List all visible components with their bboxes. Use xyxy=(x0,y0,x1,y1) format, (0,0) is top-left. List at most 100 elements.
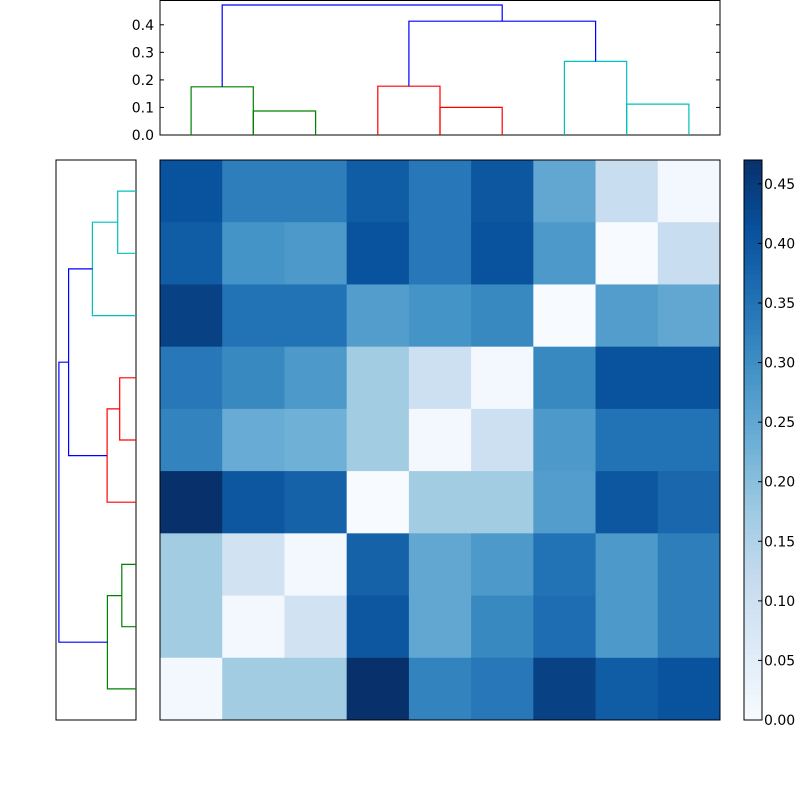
colorbar-segment-64 xyxy=(744,480,762,486)
colorbar-segment-45 xyxy=(744,385,762,391)
colorbar-segment-92 xyxy=(744,620,762,626)
top-dendrogram-link-2 xyxy=(377,85,441,135)
heatmap-cell-r3-c5 xyxy=(471,346,534,410)
heatmap-cell-r7-c3 xyxy=(346,595,410,659)
colorbar-segment-103 xyxy=(744,675,762,681)
colorbar-frame xyxy=(743,159,763,721)
heatmap-cell-r0-c4 xyxy=(408,160,472,223)
top-dendrogram-ytick-label-0: 0.0 xyxy=(132,128,154,144)
colorbar-segment-102 xyxy=(744,670,762,676)
colorbar-segment-31 xyxy=(744,315,762,321)
colorbar-segment-98 xyxy=(744,650,762,656)
colorbar-segment-61 xyxy=(744,465,762,471)
colorbar-segment-38 xyxy=(744,350,762,356)
colorbar-tick-label-1: 0.05 xyxy=(764,653,795,669)
colorbar-segment-13 xyxy=(744,225,762,231)
top-dendrogram-ytick-label-1: 0.1 xyxy=(132,100,154,116)
heatmap-cell-r6-c8 xyxy=(657,533,721,597)
colorbar-segment-43 xyxy=(744,375,762,381)
heatmap-cell-r6-c1 xyxy=(222,533,285,597)
colorbar-segment-20 xyxy=(744,260,762,266)
colorbar-segment-3 xyxy=(744,175,762,181)
top-dendrogram-link-4 xyxy=(563,60,628,135)
colorbar-segment-30 xyxy=(744,310,762,316)
colorbar-segment-68 xyxy=(744,500,762,506)
heatmap-cell-r5-c6 xyxy=(533,471,597,534)
colorbar-segment-76 xyxy=(744,540,762,546)
colorbar-segment-9 xyxy=(744,205,762,211)
colorbar-segment-86 xyxy=(744,590,762,596)
colorbar-segment-62 xyxy=(744,470,762,476)
colorbar-segment-66 xyxy=(744,490,762,496)
heatmap-cell-r8-c7 xyxy=(595,657,659,721)
colorbar-segment-58 xyxy=(744,450,762,456)
top-dendrogram-ytick-label-3: 0.3 xyxy=(132,45,154,61)
heatmap-cell-r7-c6 xyxy=(533,595,597,659)
heatmap-cell-r6-c4 xyxy=(408,533,472,597)
heatmap-cell-r4-c4 xyxy=(408,408,472,472)
heatmap-cell-r0-c0 xyxy=(160,160,223,223)
heatmap-cell-r2-c4 xyxy=(408,284,472,348)
colorbar-segment-104 xyxy=(744,680,762,686)
top-dendrogram-link-1 xyxy=(252,110,317,135)
heatmap-cell-r1-c1 xyxy=(222,222,285,285)
colorbar-segment-1 xyxy=(744,165,762,171)
colorbar-segment-111 xyxy=(744,715,762,721)
heatmap-cell-r3-c6 xyxy=(533,346,597,410)
heatmap-cell-r0-c1 xyxy=(222,160,285,223)
heatmap-cell-r2-c7 xyxy=(595,284,659,348)
distance-heatmap xyxy=(159,159,721,721)
top-dendrogram-link-6 xyxy=(408,20,597,87)
colorbar-segment-90 xyxy=(744,610,762,616)
colorbar-segment-2 xyxy=(744,170,762,176)
colorbar-segment-44 xyxy=(744,380,762,386)
colorbar-segment-35 xyxy=(744,335,762,341)
heatmap-cell-r1-c0 xyxy=(160,222,223,285)
colorbar-tick-label-7: 0.35 xyxy=(764,296,795,312)
colorbar-segment-75 xyxy=(744,535,762,541)
heatmap-cell-r6-c5 xyxy=(471,533,534,597)
colorbar-segment-83 xyxy=(744,575,762,581)
colorbar-segment-107 xyxy=(744,695,762,701)
heatmap-cell-r3-c2 xyxy=(284,346,348,410)
colorbar-segment-11 xyxy=(744,215,762,221)
colorbar-segment-34 xyxy=(744,330,762,336)
heatmap-cell-r8-c5 xyxy=(471,657,534,721)
heatmap-cell-r1-c5 xyxy=(471,222,534,285)
colorbar-segment-79 xyxy=(744,555,762,561)
heatmap-cell-r5-c1 xyxy=(222,471,285,534)
heatmap-cell-r4-c6 xyxy=(533,408,597,472)
heatmap-cell-r5-c7 xyxy=(595,471,659,534)
colorbar-segment-27 xyxy=(744,295,762,301)
left-dendrogram-link-0 xyxy=(117,190,136,254)
top-dendrogram-link-7 xyxy=(221,4,503,87)
colorbar-segment-72 xyxy=(744,520,762,526)
colorbar-segment-88 xyxy=(744,600,762,606)
heatmap-cell-r0-c2 xyxy=(284,160,348,223)
heatmap-cell-r4-c0 xyxy=(160,408,223,472)
colorbar-segment-65 xyxy=(744,485,762,491)
colorbar-segment-10 xyxy=(744,210,762,216)
colorbar-segment-42 xyxy=(744,370,762,376)
colorbar-segment-84 xyxy=(744,580,762,586)
top-dendrogram: 0.0 0.1 0.2 0.3 0.4 xyxy=(132,0,721,144)
colorbar-segment-17 xyxy=(744,245,762,251)
top-dendrogram-link-0 xyxy=(190,86,254,135)
colorbar-segment-29 xyxy=(744,305,762,311)
heatmap-cell-r6-c3 xyxy=(346,533,410,597)
heatmap-cell-r7-c7 xyxy=(595,595,659,659)
colorbar-segment-22 xyxy=(744,270,762,276)
colorbar-segment-33 xyxy=(744,325,762,331)
left-dendrogram-link-2 xyxy=(119,377,136,441)
colorbar-segment-85 xyxy=(744,585,762,591)
colorbar-segment-39 xyxy=(744,355,762,361)
colorbar-segment-36 xyxy=(744,340,762,346)
heatmap-cell-r4-c7 xyxy=(595,408,659,472)
colorbar-segment-106 xyxy=(744,690,762,696)
heatmap-cell-r7-c0 xyxy=(160,595,223,659)
heatmap-cell-r5-c0 xyxy=(160,471,223,534)
colorbar-segment-74 xyxy=(744,530,762,536)
colorbar-segment-55 xyxy=(744,435,762,441)
left-dendrogram-link-3 xyxy=(106,408,136,503)
heatmap-cell-r6-c7 xyxy=(595,533,659,597)
